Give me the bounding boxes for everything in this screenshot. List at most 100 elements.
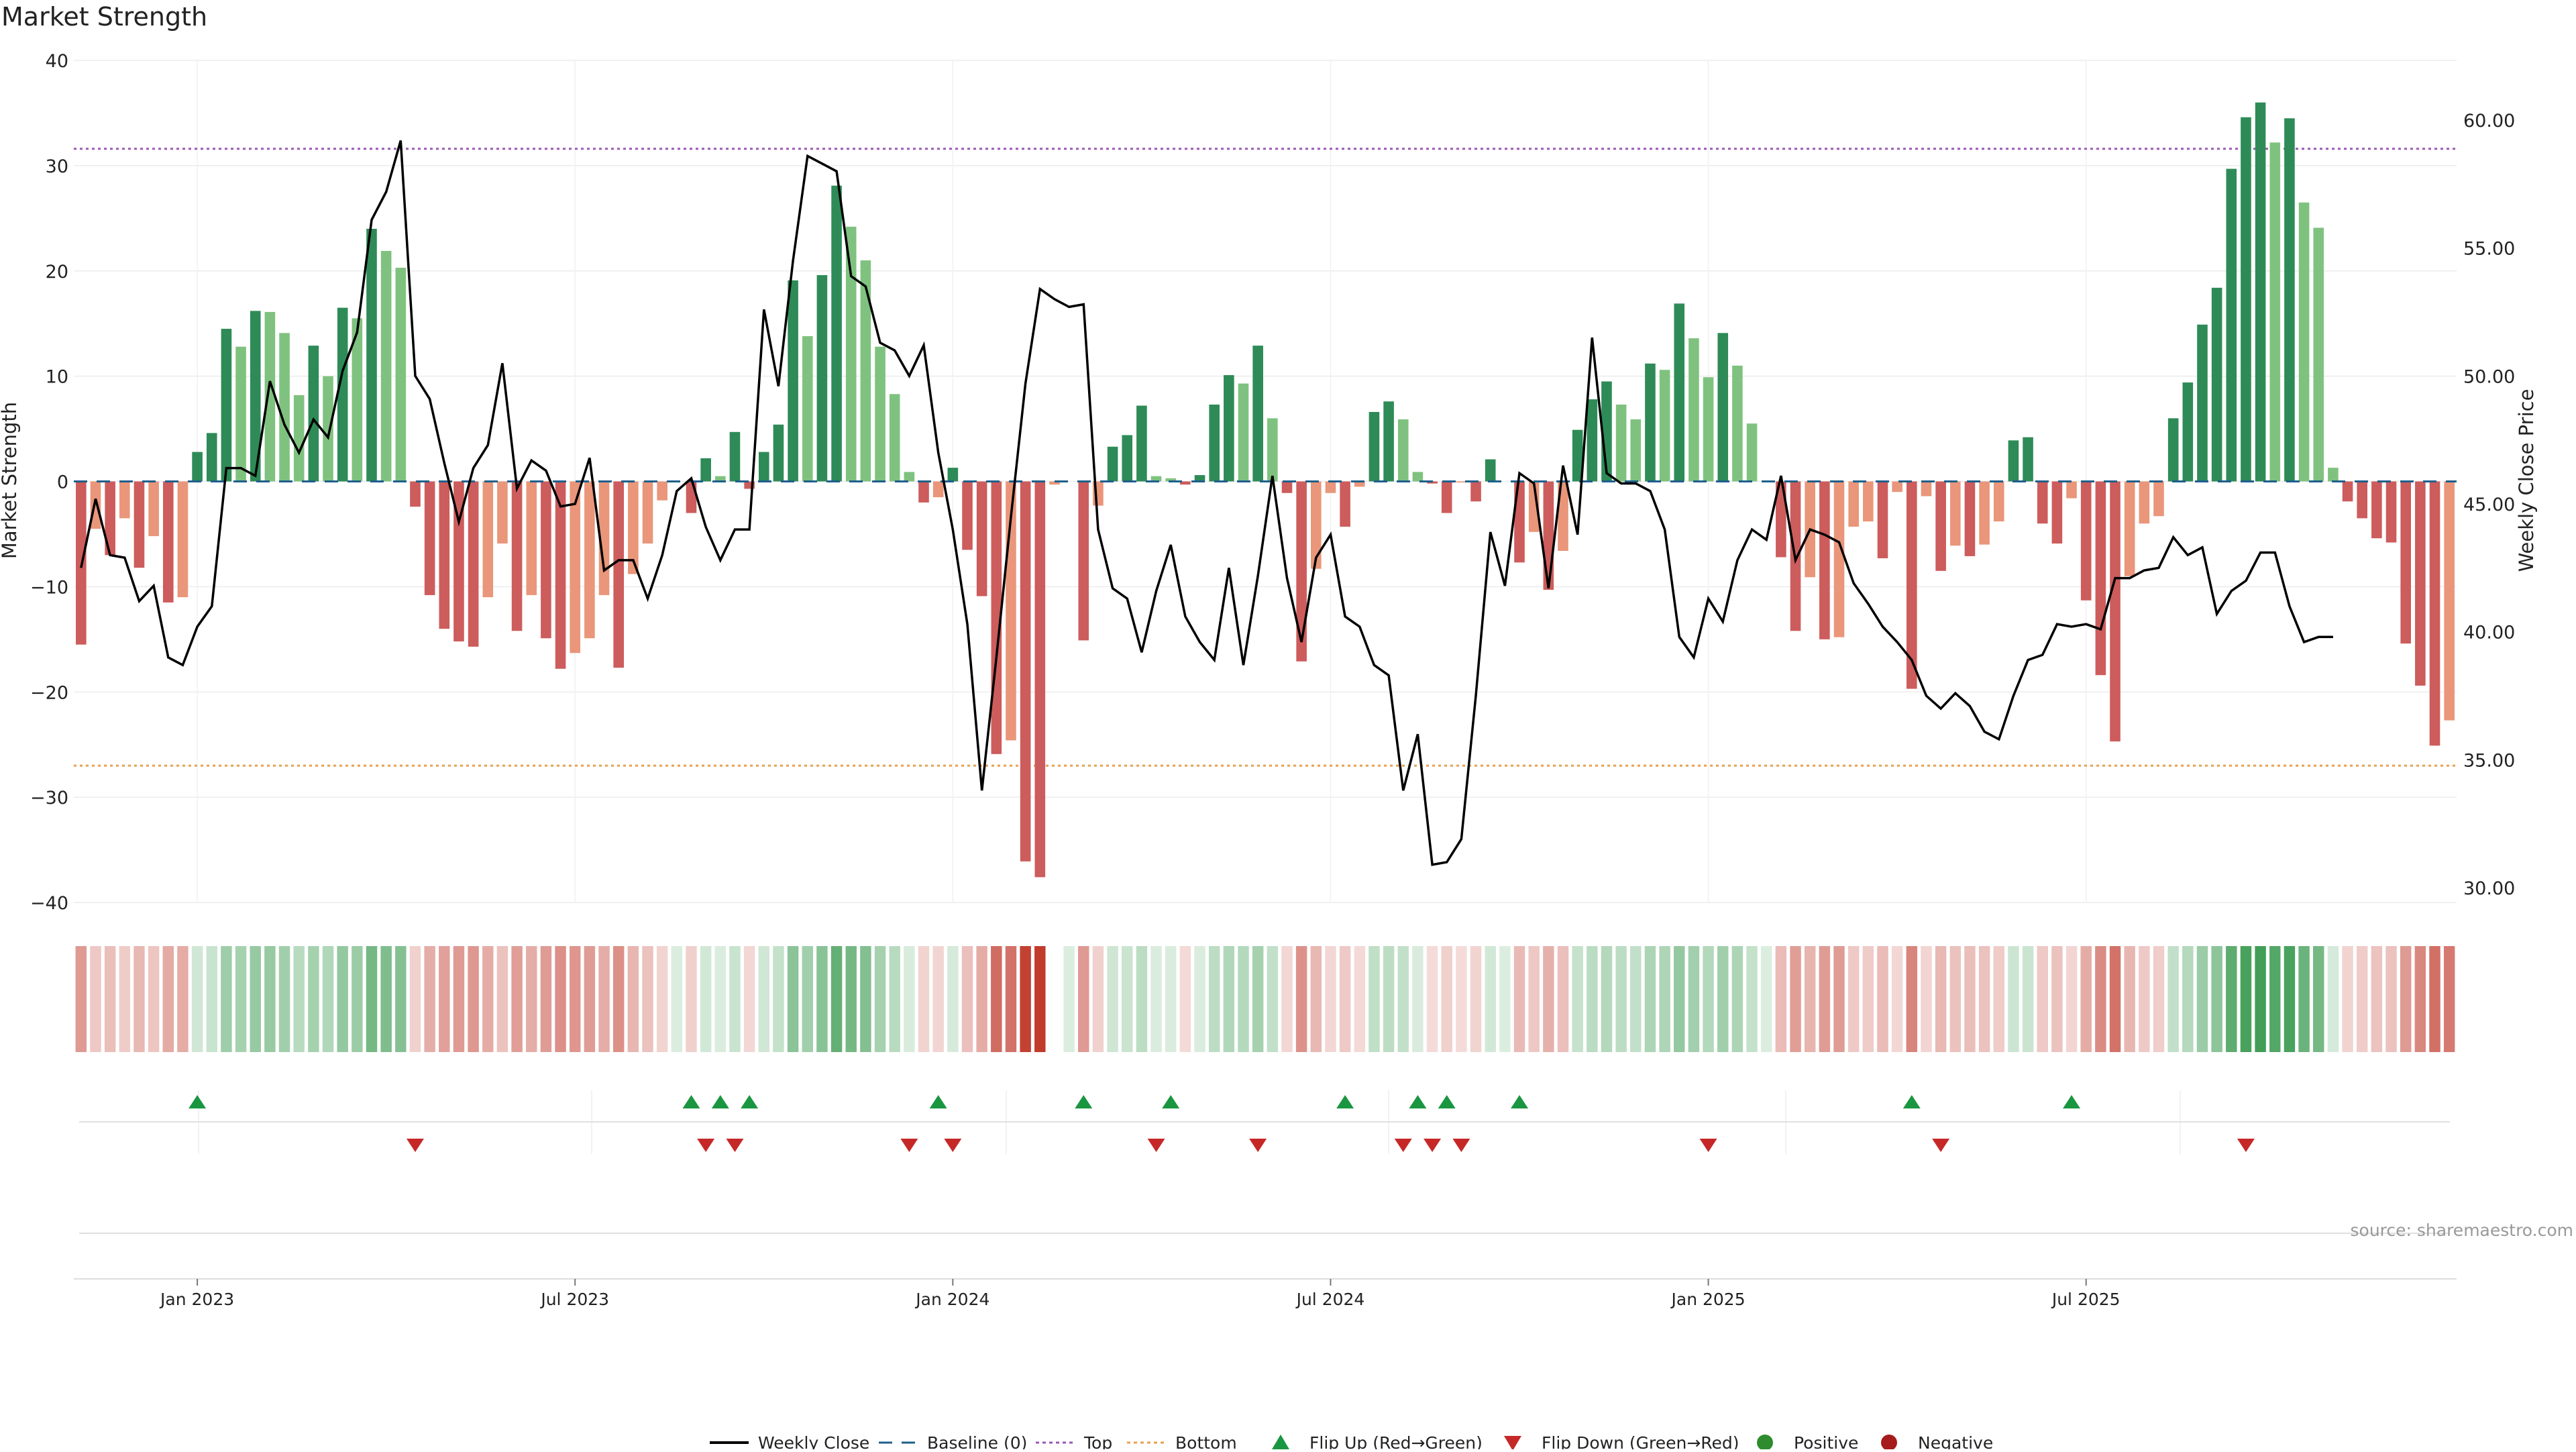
flip-up-marker [1438,1095,1456,1108]
strength-bar [1674,303,1685,482]
flip-down-marker [1424,1139,1442,1152]
heat-cell [395,946,407,1052]
strength-bar [1150,476,1162,482]
heat-cell [1528,946,1540,1052]
strength-bar [2095,481,2106,676]
heat-cell [2211,946,2222,1052]
strength-bar [453,481,464,641]
strength-bar [1615,404,1627,482]
strength-bar [788,280,798,482]
heat-cell [1267,946,1279,1052]
heat-cell [1601,946,1613,1052]
heat-cell [2196,946,2208,1052]
strength-bar [2110,481,2121,741]
strength-bar [1470,481,1481,502]
heat-cell [1238,946,1249,1052]
strength-bar [2037,481,2048,524]
heat-cell [773,946,784,1052]
heat-cell [496,946,508,1052]
heat-cell [569,946,581,1052]
heat-cell [1136,946,1148,1052]
strength-bar [2167,418,2179,482]
strength-bar [192,452,203,482]
x-axis: Jan 2023 Jul 2023 Jan 2024 Jul 2024 Jan 2025… [159,1279,2121,1309]
heat-strip [75,946,2455,1052]
strength-bar [366,229,377,482]
legend-swatch [1881,1435,1897,1451]
heat-cell [1078,946,1089,1052]
strength-bar [2197,324,2208,482]
heat-cell [1630,946,1642,1052]
strength-bar [1368,411,1380,482]
strength-bar [162,481,174,603]
strength-bar [1325,481,1336,493]
strength-bar [1441,481,1452,513]
heat-cell [1092,946,1104,1052]
strength-bar [439,481,450,629]
heat-cell [1775,946,1787,1052]
flip-down-marker [1932,1139,1950,1152]
flip-down-marker [900,1139,918,1152]
heat-cell [1978,946,1990,1052]
heat-cell [1644,946,1656,1052]
heat-cell [874,946,886,1052]
heat-cell [656,946,668,1052]
heat-cell [816,946,828,1052]
y2-tick-label: 30.00 [2463,878,2515,899]
strength-bar [410,481,421,507]
flip-down-marker [726,1139,744,1152]
strength-bar [947,468,959,482]
strength-bar [1921,481,1932,497]
strength-bar [2357,481,2368,519]
heat-cell [1615,946,1627,1052]
strength-bar [1979,481,1990,545]
strength-bar [875,346,885,482]
strength-bar [526,481,537,595]
y2-tick-label: 60.00 [2463,111,2515,132]
heat-cell [2284,946,2296,1052]
chart-title: Market Strength [1,2,207,32]
heat-cell [1470,946,1482,1052]
strength-bar [1397,419,1409,482]
strength-bar [1136,405,1147,482]
strength-bar [802,336,813,482]
strength-bar [90,481,101,529]
heat-cell [293,946,305,1052]
legend-label: Weekly Close [758,1433,869,1449]
strength-bar [2444,481,2455,721]
strength-bar [2023,437,2033,482]
strength-bar [337,307,348,482]
strength-bar [918,481,929,503]
flip-down-marker [1699,1139,1717,1152]
strength-bar [177,481,189,598]
strength-bar [860,260,871,482]
flip-down-marker [406,1139,424,1152]
strength-bar [1892,481,1902,492]
heat-cell [2182,946,2194,1052]
heat-cell [1441,946,1452,1052]
strength-bar [2255,102,2266,482]
heat-cell [1310,946,1322,1052]
y2-tick-label: 55.00 [2463,239,2515,260]
heat-cell [278,946,290,1052]
strength-bar [1224,375,1234,482]
heat-cell [439,946,450,1052]
heat-cell [1804,946,1816,1052]
heat-cell [1456,946,1467,1052]
heat-cell [119,946,131,1052]
strength-bar [1863,481,1874,522]
flip-up-marker [2063,1095,2081,1108]
strength-bar [2153,481,2164,517]
heat-cell [1688,946,1700,1052]
heat-cell [1993,946,2004,1052]
strength-bar [323,376,333,482]
flip-up-marker [189,1095,207,1108]
heat-cell [337,946,348,1052]
heat-cell [104,946,116,1052]
heat-cell [191,946,203,1052]
heat-cell [1150,946,1162,1052]
strength-bar [598,481,610,595]
strength-bar [642,481,653,544]
heat-cell [2065,946,2078,1052]
